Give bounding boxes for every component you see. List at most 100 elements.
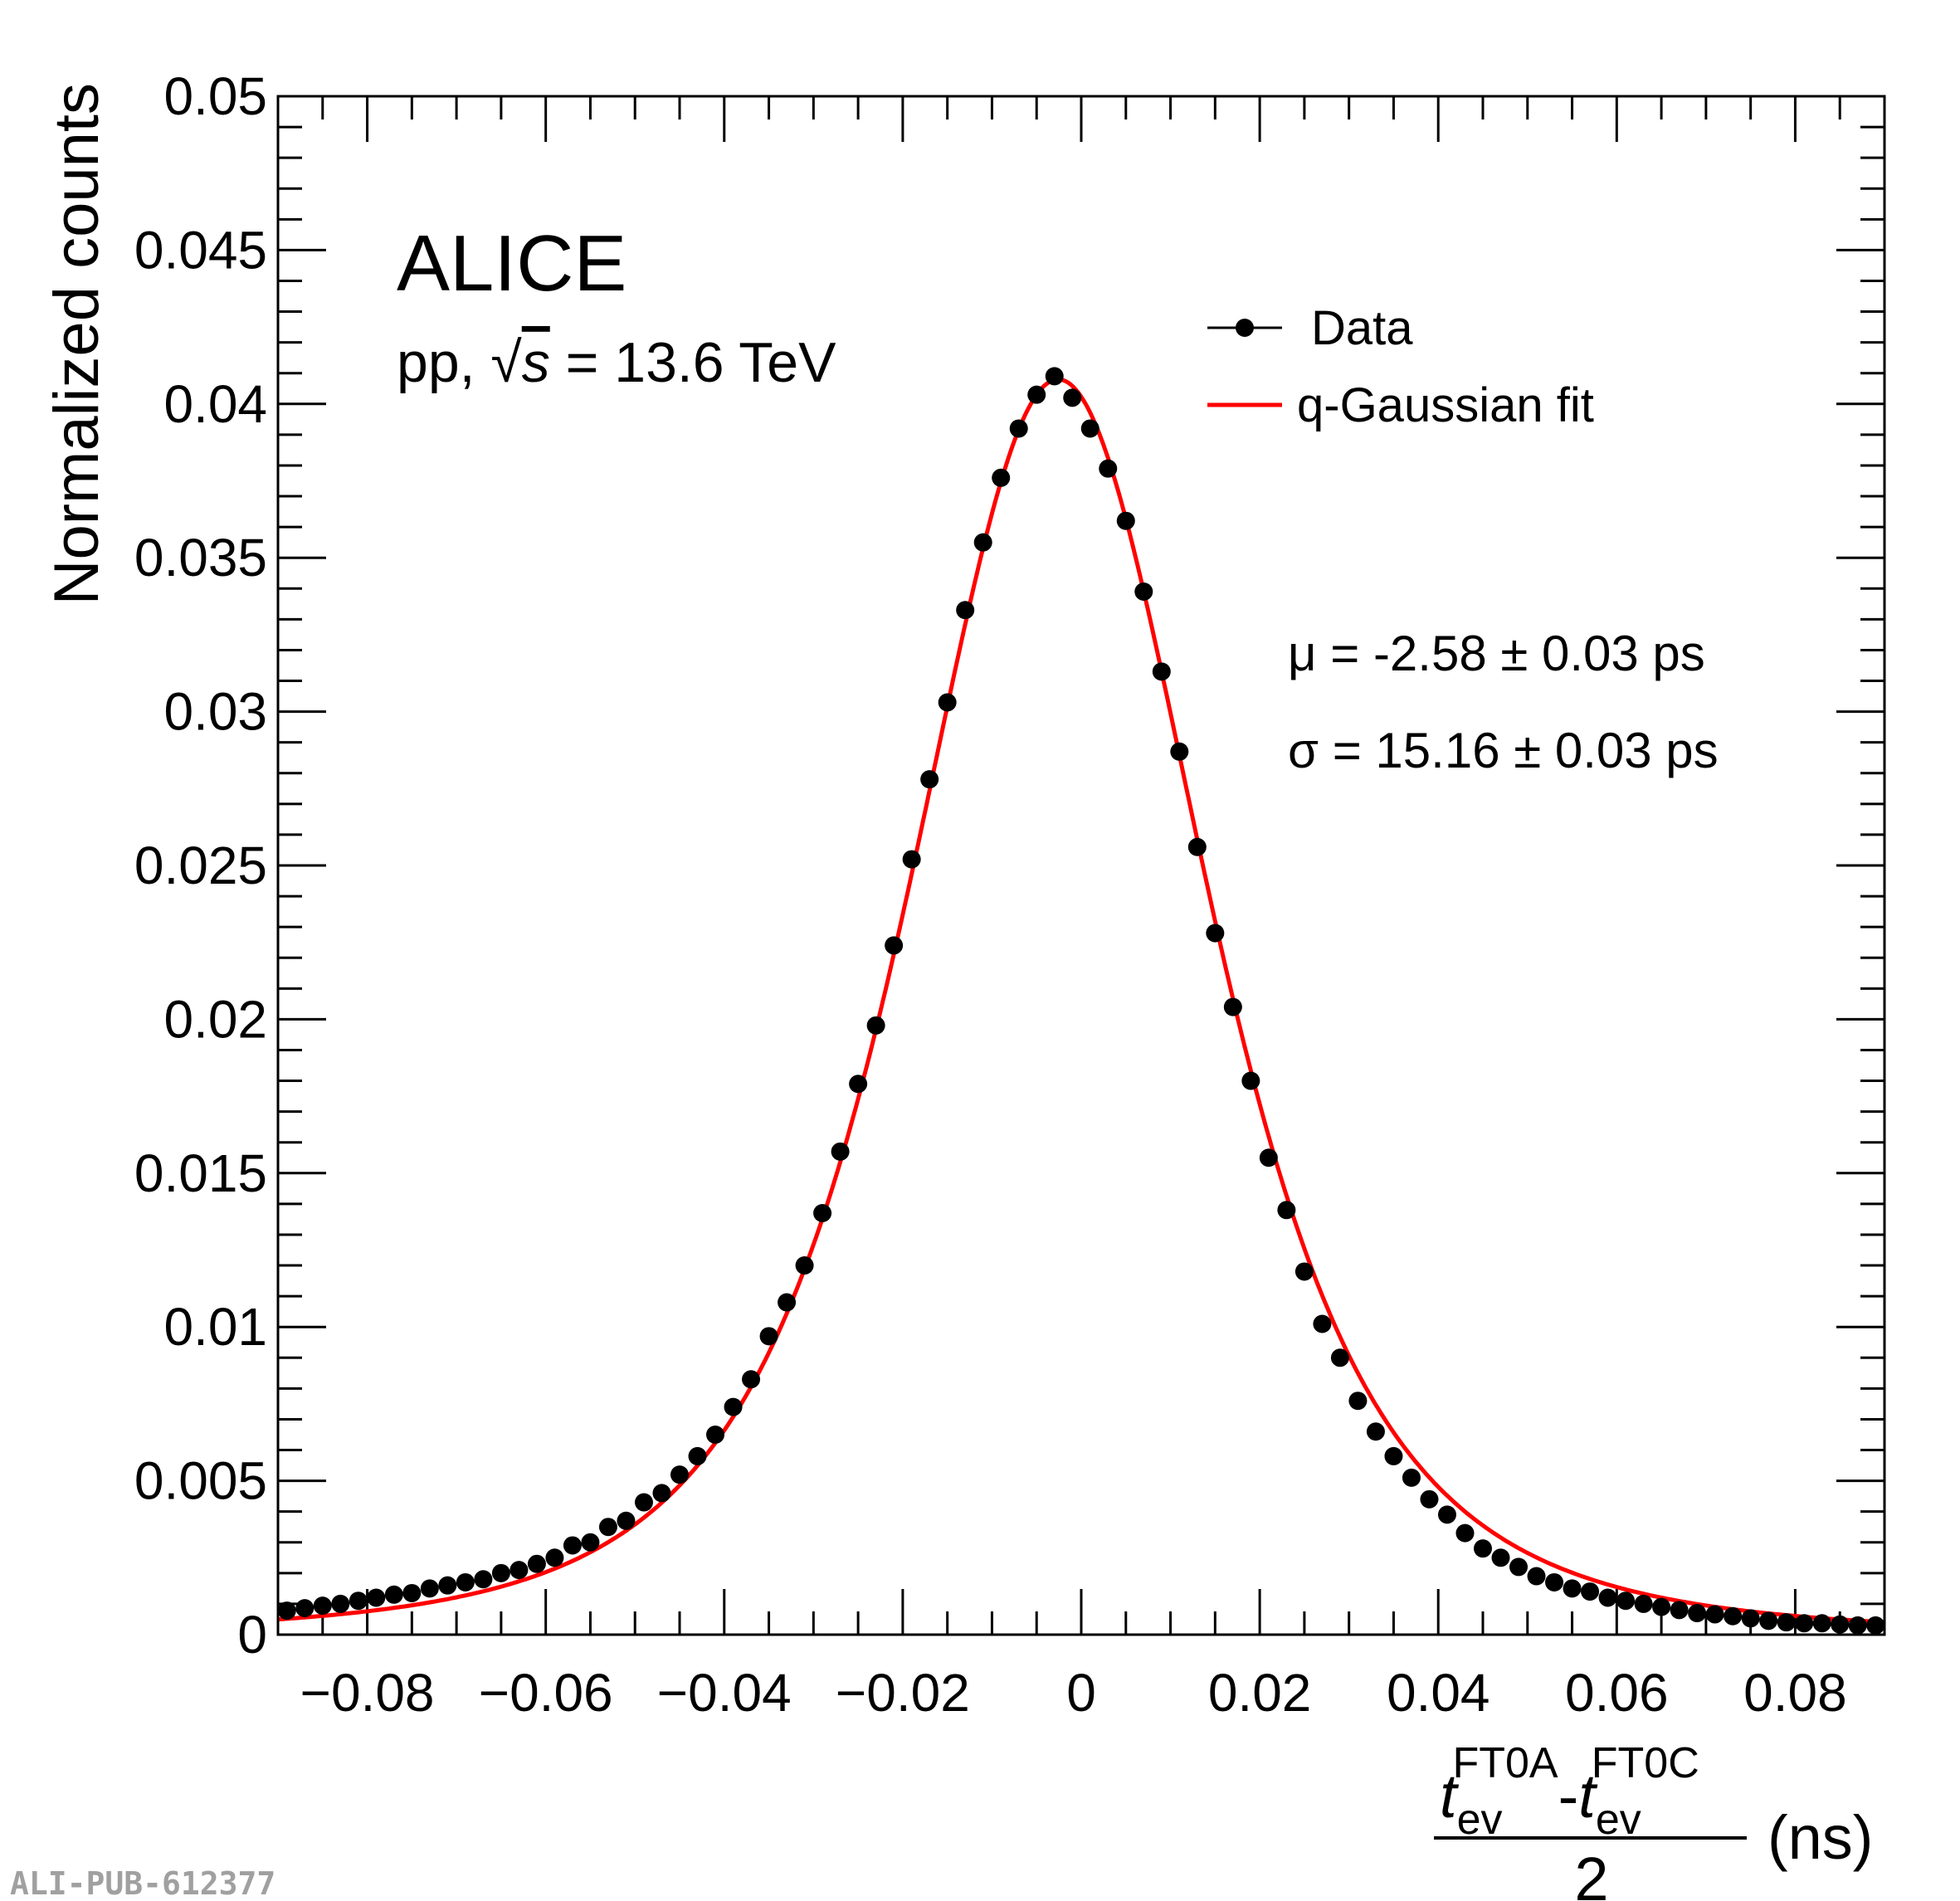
data-point <box>831 1142 850 1161</box>
data-point <box>581 1533 600 1552</box>
data-point <box>1759 1611 1778 1630</box>
data-point <box>1223 997 1242 1016</box>
data-point <box>1474 1539 1492 1558</box>
y-axis-label: Normalized counts <box>41 83 112 605</box>
data-point <box>1009 419 1028 438</box>
data-point <box>724 1397 743 1416</box>
data-point <box>617 1511 636 1530</box>
data-point <box>1099 459 1118 478</box>
data-points <box>277 367 1885 1635</box>
data-point <box>1116 511 1135 530</box>
data-point <box>1294 1262 1314 1281</box>
data-point <box>1616 1591 1636 1611</box>
data-point <box>295 1599 314 1618</box>
legend-data-label: Data <box>1311 301 1413 355</box>
data-point <box>1724 1606 1743 1626</box>
experiment-label: ALICE <box>397 219 627 308</box>
data-point <box>849 1075 868 1094</box>
data-point <box>1795 1614 1814 1633</box>
data-point <box>1152 662 1171 681</box>
data-point <box>402 1583 422 1602</box>
x-tick-label: 0 <box>1066 1663 1096 1723</box>
data-point <box>1277 1201 1296 1220</box>
data-point <box>742 1370 761 1389</box>
data-point <box>1348 1392 1368 1411</box>
svg-text:(ns): (ns) <box>1767 1803 1873 1872</box>
data-point <box>313 1596 332 1616</box>
data-point <box>1241 1071 1260 1090</box>
svg-text:tevFT0A-tevFT0C: tevFT0A-tevFT0C <box>1440 1739 1699 1844</box>
legend-data-marker <box>1236 319 1254 337</box>
data-point <box>1384 1446 1403 1465</box>
data-point <box>1598 1588 1617 1607</box>
data-point <box>902 850 921 869</box>
y-tick-label: 0.04 <box>163 374 267 434</box>
data-point <box>670 1465 689 1484</box>
data-point <box>1045 367 1064 386</box>
y-tick-label: 0.025 <box>134 836 267 895</box>
collision-system-label: pp, √s = 13.6 TeV <box>397 331 836 394</box>
x-tick-label: 0.08 <box>1743 1663 1847 1723</box>
data-point <box>1455 1523 1475 1543</box>
data-point <box>277 1601 296 1621</box>
data-point <box>1259 1148 1278 1167</box>
data-point <box>1509 1557 1529 1577</box>
data-point <box>1170 742 1189 761</box>
data-point <box>1437 1505 1456 1524</box>
data-point <box>349 1591 368 1611</box>
data-point <box>973 533 992 552</box>
data-point <box>1330 1348 1349 1367</box>
data-point <box>1652 1597 1671 1616</box>
legend: Data q-Gaussian fit <box>1207 301 1594 432</box>
x-tick-label: 0.02 <box>1208 1663 1312 1723</box>
svg-text:2: 2 <box>1574 1845 1608 1901</box>
data-point <box>1812 1614 1831 1633</box>
y-tick-label: 0.05 <box>163 66 267 126</box>
x-tick-label: −0.08 <box>300 1663 435 1723</box>
data-point <box>1777 1613 1796 1632</box>
data-point <box>367 1588 386 1607</box>
data-point <box>938 693 957 712</box>
y-tick-label: 0 <box>237 1605 267 1665</box>
data-point <box>1313 1314 1332 1333</box>
data-point <box>920 770 939 789</box>
x-tick-label: 0.06 <box>1565 1663 1669 1723</box>
fit-mu-label: μ = -2.58 ± 0.03 ps <box>1288 626 1705 681</box>
y-tick-label: 0.03 <box>163 682 267 742</box>
data-point <box>706 1425 725 1444</box>
data-point <box>1670 1601 1689 1620</box>
data-point <box>1563 1579 1582 1598</box>
data-point <box>1831 1615 1850 1634</box>
data-point <box>1187 837 1207 856</box>
data-point <box>1705 1605 1724 1624</box>
data-point <box>1402 1468 1421 1487</box>
data-point <box>456 1572 475 1591</box>
y-tick-label: 0.045 <box>134 220 267 280</box>
data-point <box>438 1576 457 1595</box>
data-point <box>1848 1616 1867 1635</box>
data-point <box>1063 388 1082 407</box>
y-tick-label: 0.035 <box>134 528 267 587</box>
data-point <box>885 936 904 955</box>
data-point <box>474 1570 493 1589</box>
x-axis-label: tevFT0A-tevFT0C 2 (ns) <box>1434 1739 1873 1901</box>
data-point <box>688 1446 707 1465</box>
data-point <box>1527 1567 1546 1586</box>
data-point <box>1866 1616 1885 1635</box>
data-point <box>384 1585 403 1604</box>
data-point <box>813 1204 832 1223</box>
x-tick-label: −0.06 <box>479 1663 613 1723</box>
data-point <box>420 1579 439 1598</box>
data-point <box>992 468 1011 487</box>
fit-sigma-label: σ = 15.16 ± 0.03 ps <box>1288 723 1719 778</box>
data-point <box>1741 1609 1760 1628</box>
data-point <box>956 601 975 620</box>
data-point <box>545 1548 564 1567</box>
data-point <box>1027 385 1046 404</box>
data-point <box>1581 1582 1600 1601</box>
data-point <box>331 1594 350 1613</box>
data-point <box>598 1518 617 1537</box>
y-tick-label: 0.01 <box>163 1297 267 1357</box>
data-point <box>634 1493 653 1512</box>
